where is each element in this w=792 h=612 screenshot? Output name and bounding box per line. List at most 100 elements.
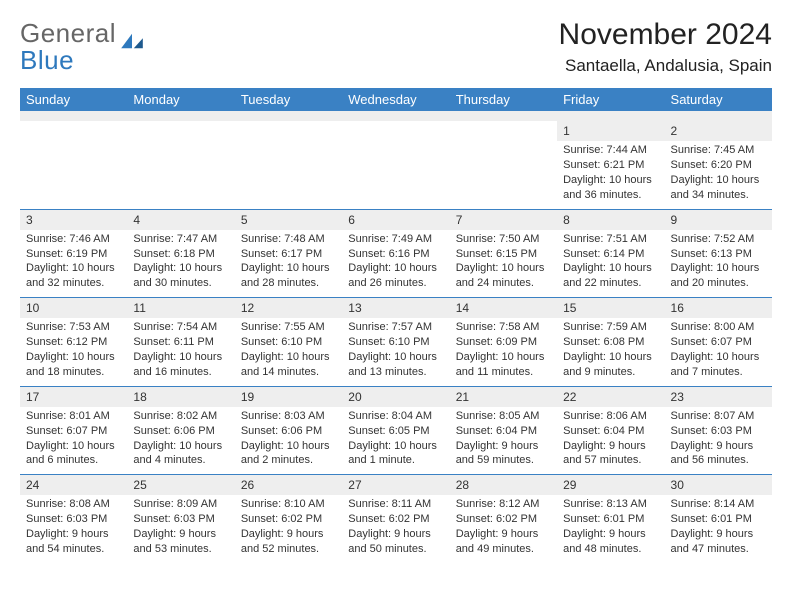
calendar-day-cell: 23Sunrise: 8:07 AMSunset: 6:03 PMDayligh… <box>665 386 772 475</box>
calendar-day-cell: 17Sunrise: 8:01 AMSunset: 6:07 PMDayligh… <box>20 386 127 475</box>
sunset-line: Sunset: 6:06 PM <box>133 424 228 439</box>
brand-logo: GeneralBlue <box>20 18 147 76</box>
daylight-line: Daylight: 10 hours and 18 minutes. <box>26 350 121 380</box>
day-number: 18 <box>127 387 234 407</box>
sunrise-line: Sunrise: 8:03 AM <box>241 409 336 424</box>
daylight-line: Daylight: 10 hours and 7 minutes. <box>671 350 766 380</box>
day-number: 6 <box>342 210 449 230</box>
day-number: 23 <box>665 387 772 407</box>
sunset-line: Sunset: 6:10 PM <box>241 335 336 350</box>
day-number: 9 <box>665 210 772 230</box>
daylight-line: Daylight: 10 hours and 22 minutes. <box>563 261 658 291</box>
sunrise-line: Sunrise: 7:44 AM <box>563 143 658 158</box>
day-number: 26 <box>235 475 342 495</box>
daylight-line: Daylight: 10 hours and 9 minutes. <box>563 350 658 380</box>
daylight-line: Daylight: 9 hours and 48 minutes. <box>563 527 658 557</box>
daylight-line: Daylight: 10 hours and 11 minutes. <box>456 350 551 380</box>
sunrise-line: Sunrise: 8:13 AM <box>563 497 658 512</box>
sunrise-line: Sunrise: 8:05 AM <box>456 409 551 424</box>
daylight-line: Daylight: 10 hours and 1 minute. <box>348 439 443 469</box>
calendar-day-cell <box>342 121 449 209</box>
daylight-line: Daylight: 10 hours and 6 minutes. <box>26 439 121 469</box>
calendar-week-row: 3Sunrise: 7:46 AMSunset: 6:19 PMDaylight… <box>20 209 772 298</box>
calendar-day-cell: 22Sunrise: 8:06 AMSunset: 6:04 PMDayligh… <box>557 386 664 475</box>
sunrise-line: Sunrise: 8:00 AM <box>671 320 766 335</box>
sunrise-line: Sunrise: 7:48 AM <box>241 232 336 247</box>
day-number: 1 <box>557 121 664 141</box>
sunrise-line: Sunrise: 8:04 AM <box>348 409 443 424</box>
sunrise-line: Sunrise: 8:06 AM <box>563 409 658 424</box>
day-number: 11 <box>127 298 234 318</box>
sunset-line: Sunset: 6:14 PM <box>563 247 658 262</box>
sunset-line: Sunset: 6:16 PM <box>348 247 443 262</box>
weekday-header: Monday <box>127 88 234 111</box>
sunset-line: Sunset: 6:04 PM <box>563 424 658 439</box>
sunrise-line: Sunrise: 8:09 AM <box>133 497 228 512</box>
sunrise-line: Sunrise: 7:45 AM <box>671 143 766 158</box>
day-number: 15 <box>557 298 664 318</box>
day-number: 5 <box>235 210 342 230</box>
calendar-day-cell: 29Sunrise: 8:13 AMSunset: 6:01 PMDayligh… <box>557 475 664 563</box>
day-number: 2 <box>665 121 772 141</box>
header-spacer <box>20 111 772 121</box>
calendar-day-cell: 27Sunrise: 8:11 AMSunset: 6:02 PMDayligh… <box>342 475 449 563</box>
weekday-header: Friday <box>557 88 664 111</box>
daylight-line: Daylight: 10 hours and 13 minutes. <box>348 350 443 380</box>
daylight-line: Daylight: 10 hours and 26 minutes. <box>348 261 443 291</box>
calendar-day-cell: 20Sunrise: 8:04 AMSunset: 6:05 PMDayligh… <box>342 386 449 475</box>
day-number: 16 <box>665 298 772 318</box>
calendar-week-row: 1Sunrise: 7:44 AMSunset: 6:21 PMDaylight… <box>20 121 772 209</box>
calendar-header-row: SundayMondayTuesdayWednesdayThursdayFrid… <box>20 88 772 111</box>
day-number: 14 <box>450 298 557 318</box>
calendar-day-cell: 13Sunrise: 7:57 AMSunset: 6:10 PMDayligh… <box>342 298 449 387</box>
daylight-line: Daylight: 10 hours and 36 minutes. <box>563 173 658 203</box>
sunrise-line: Sunrise: 7:58 AM <box>456 320 551 335</box>
calendar-day-cell: 5Sunrise: 7:48 AMSunset: 6:17 PMDaylight… <box>235 209 342 298</box>
daylight-line: Daylight: 10 hours and 32 minutes. <box>26 261 121 291</box>
sunrise-line: Sunrise: 8:10 AM <box>241 497 336 512</box>
day-number: 8 <box>557 210 664 230</box>
sunrise-line: Sunrise: 7:55 AM <box>241 320 336 335</box>
calendar-day-cell: 21Sunrise: 8:05 AMSunset: 6:04 PMDayligh… <box>450 386 557 475</box>
sunrise-line: Sunrise: 7:51 AM <box>563 232 658 247</box>
sunrise-line: Sunrise: 7:47 AM <box>133 232 228 247</box>
calendar-day-cell: 18Sunrise: 8:02 AMSunset: 6:06 PMDayligh… <box>127 386 234 475</box>
calendar-day-cell: 25Sunrise: 8:09 AMSunset: 6:03 PMDayligh… <box>127 475 234 563</box>
daylight-line: Daylight: 9 hours and 59 minutes. <box>456 439 551 469</box>
sunrise-line: Sunrise: 8:12 AM <box>456 497 551 512</box>
sunset-line: Sunset: 6:11 PM <box>133 335 228 350</box>
daylight-line: Daylight: 9 hours and 56 minutes. <box>671 439 766 469</box>
calendar-day-cell <box>235 121 342 209</box>
daylight-line: Daylight: 9 hours and 50 minutes. <box>348 527 443 557</box>
calendar-day-cell: 2Sunrise: 7:45 AMSunset: 6:20 PMDaylight… <box>665 121 772 209</box>
weekday-header: Tuesday <box>235 88 342 111</box>
calendar-day-cell: 30Sunrise: 8:14 AMSunset: 6:01 PMDayligh… <box>665 475 772 563</box>
sunset-line: Sunset: 6:02 PM <box>456 512 551 527</box>
weekday-header: Sunday <box>20 88 127 111</box>
sail-icon <box>119 26 147 46</box>
day-number: 22 <box>557 387 664 407</box>
daylight-line: Daylight: 10 hours and 28 minutes. <box>241 261 336 291</box>
calendar-day-cell: 14Sunrise: 7:58 AMSunset: 6:09 PMDayligh… <box>450 298 557 387</box>
calendar-day-cell: 28Sunrise: 8:12 AMSunset: 6:02 PMDayligh… <box>450 475 557 563</box>
day-number: 25 <box>127 475 234 495</box>
sunset-line: Sunset: 6:01 PM <box>671 512 766 527</box>
daylight-line: Daylight: 9 hours and 47 minutes. <box>671 527 766 557</box>
day-number: 7 <box>450 210 557 230</box>
calendar-day-cell: 10Sunrise: 7:53 AMSunset: 6:12 PMDayligh… <box>20 298 127 387</box>
daylight-line: Daylight: 10 hours and 4 minutes. <box>133 439 228 469</box>
sunset-line: Sunset: 6:03 PM <box>671 424 766 439</box>
daylight-line: Daylight: 9 hours and 54 minutes. <box>26 527 121 557</box>
sunrise-line: Sunrise: 8:08 AM <box>26 497 121 512</box>
calendar-table: SundayMondayTuesdayWednesdayThursdayFrid… <box>20 88 772 563</box>
day-number: 10 <box>20 298 127 318</box>
sunset-line: Sunset: 6:10 PM <box>348 335 443 350</box>
sunrise-line: Sunrise: 8:11 AM <box>348 497 443 512</box>
sunrise-line: Sunrise: 7:53 AM <box>26 320 121 335</box>
page-header: GeneralBlue November 2024 Santaella, And… <box>20 18 772 76</box>
daylight-line: Daylight: 10 hours and 16 minutes. <box>133 350 228 380</box>
day-number: 28 <box>450 475 557 495</box>
sunset-line: Sunset: 6:18 PM <box>133 247 228 262</box>
calendar-day-cell: 16Sunrise: 8:00 AMSunset: 6:07 PMDayligh… <box>665 298 772 387</box>
month-title: November 2024 <box>559 18 772 52</box>
